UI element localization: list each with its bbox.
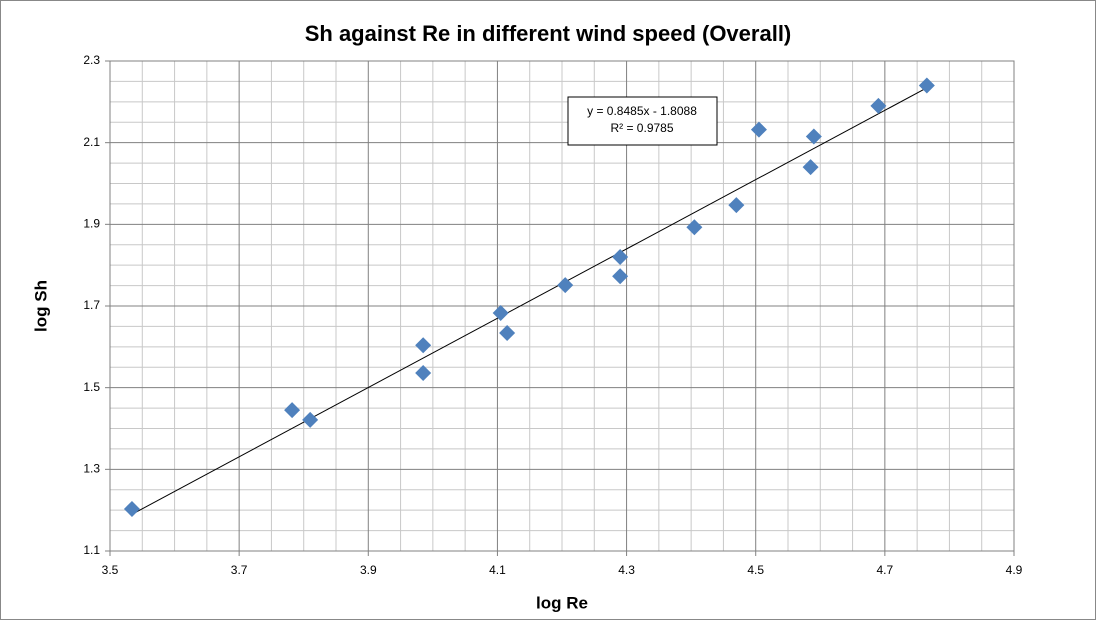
y-tick-label: 2.3 bbox=[83, 53, 100, 67]
y-tick-label: 1.9 bbox=[83, 217, 100, 231]
x-tick-label: 4.5 bbox=[747, 563, 764, 577]
chart-title: Sh against Re in different wind speed (O… bbox=[305, 21, 792, 46]
x-tick-label: 4.9 bbox=[1006, 563, 1023, 577]
y-tick-label: 1.1 bbox=[83, 543, 100, 557]
point bbox=[870, 97, 887, 114]
point bbox=[284, 402, 301, 419]
point bbox=[805, 128, 822, 145]
point bbox=[612, 249, 629, 265]
x-tick-label: 3.9 bbox=[360, 563, 377, 577]
trendline-label-box bbox=[567, 96, 718, 146]
x-tick-label: 3.7 bbox=[231, 563, 248, 577]
plot-border bbox=[109, 60, 1015, 552]
x-tick-label: 3.5 bbox=[102, 563, 119, 577]
x-tick-label: 4.1 bbox=[489, 563, 506, 577]
point bbox=[612, 268, 629, 285]
x-axis-label: log Re bbox=[536, 593, 588, 612]
point bbox=[802, 159, 819, 176]
point bbox=[123, 500, 140, 517]
y-tick-label: 1.3 bbox=[83, 462, 100, 476]
point bbox=[918, 77, 935, 94]
y-tick-label: 1.5 bbox=[83, 380, 100, 394]
point bbox=[302, 411, 319, 428]
trendline bbox=[131, 87, 928, 515]
trendline-r-squared: R² = 0.9785 bbox=[610, 121, 673, 135]
x-tick-label: 4.3 bbox=[618, 563, 635, 577]
point bbox=[728, 197, 745, 214]
point bbox=[415, 337, 432, 354]
point bbox=[499, 324, 516, 341]
point bbox=[557, 277, 574, 294]
trendline-equation: y = 0.8485x - 1.8088 bbox=[587, 104, 697, 118]
point bbox=[750, 121, 767, 138]
point bbox=[686, 219, 703, 236]
point bbox=[492, 304, 509, 321]
y-tick-label: 2.1 bbox=[83, 135, 100, 149]
point bbox=[415, 364, 432, 381]
y-axis-label: log Sh bbox=[31, 280, 50, 332]
x-tick-label: 4.7 bbox=[877, 563, 894, 577]
y-tick-label: 1.7 bbox=[83, 298, 100, 312]
